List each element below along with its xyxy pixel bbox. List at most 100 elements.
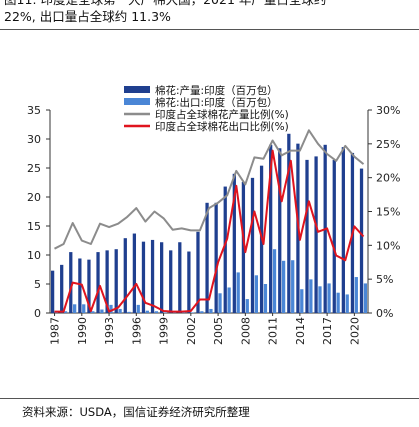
export-bar <box>163 312 168 313</box>
export-bar <box>327 283 331 313</box>
production-bar <box>87 259 91 313</box>
export-bar <box>73 304 77 313</box>
india-cotton-chart: 0 5 10 15 20 25 30 35 0% 5% 10% 15% 20% 25% 30% 1987 199… <box>27 84 400 345</box>
production-bar <box>187 251 191 313</box>
production-bar <box>178 242 182 313</box>
export-bar <box>218 293 222 313</box>
figure-caption-line-2: 22%, 出口量占全球约 11.3% <box>4 9 171 24</box>
production-bar <box>223 186 227 313</box>
x-tick-label: 1999 <box>158 317 171 345</box>
production-bar <box>141 241 146 313</box>
export-bar <box>345 294 349 313</box>
export-share-line <box>54 149 365 313</box>
legend-label: 印度占全球棉花出口比例(%) <box>155 120 289 133</box>
export-bar <box>136 304 140 313</box>
source-note: 资料来源：USDA，国信证券经济研究所整理 <box>22 405 250 419</box>
legend-label: 棉花:出口:印度（百万包） <box>155 96 278 109</box>
figure-caption-line-1: 图11: 印度是全球第一大产棉大国，2021 年产量占全球约 <box>4 0 414 8</box>
export-bar <box>291 260 295 313</box>
export-bar <box>263 284 268 313</box>
export-bar <box>227 287 231 313</box>
export-bar <box>254 275 258 313</box>
production-bar <box>241 181 246 313</box>
x-tick-label: 2017 <box>321 317 334 345</box>
legend-swatch <box>124 86 150 93</box>
production-bar <box>278 148 282 313</box>
export-bar <box>272 249 277 313</box>
y-left-tick-label: 20 <box>27 191 41 204</box>
production-bar <box>50 270 55 313</box>
export-bar <box>209 308 213 313</box>
export-bar <box>200 311 204 313</box>
y-left-tick-label: 10 <box>27 249 41 262</box>
production-bar <box>214 202 218 313</box>
export-bar <box>145 310 149 313</box>
x-tick-label: 1987 <box>49 317 62 345</box>
production-share-line <box>54 129 365 250</box>
y-left-tick-label: 35 <box>27 104 41 117</box>
export-bar <box>318 286 322 313</box>
y-left-tick-label: 25 <box>27 162 41 175</box>
export-bar <box>91 311 95 313</box>
export-bar <box>281 260 286 313</box>
production-bar <box>250 177 255 313</box>
export-bar <box>154 311 159 313</box>
x-tick-label: 2005 <box>212 317 225 345</box>
production-bar <box>96 252 100 313</box>
production-bar <box>305 159 309 313</box>
x-tick-label: 2002 <box>185 317 198 345</box>
y-right-tick-label: 30% <box>376 104 400 117</box>
y-right-tick-label: 15% <box>376 206 400 219</box>
export-bar <box>82 304 86 313</box>
production-bar <box>105 250 109 313</box>
legend-swatch <box>124 98 150 105</box>
export-bar <box>100 309 104 313</box>
production-bar <box>160 242 164 313</box>
y-right-tick-label: 20% <box>376 172 400 185</box>
production-bar <box>60 264 64 313</box>
export-bar <box>63 311 68 313</box>
production-bar <box>132 233 137 313</box>
production-bar <box>114 249 118 313</box>
export-bar <box>245 299 249 313</box>
production-bar <box>232 173 236 313</box>
legend-label: 棉花:产量:印度（百万包） <box>155 84 278 97</box>
legend-label: 印度占全球棉花产量比例(%) <box>155 108 289 121</box>
production-bar <box>69 252 73 313</box>
x-tick-label: 2008 <box>239 317 252 345</box>
x-tick-label: 1996 <box>130 317 143 345</box>
export-bar <box>118 308 122 313</box>
production-bar <box>359 168 364 313</box>
export-bar <box>236 272 240 313</box>
source-divider <box>0 398 419 399</box>
production-bar <box>169 250 173 313</box>
production-bar <box>150 239 155 313</box>
export-bar <box>300 289 304 313</box>
export-bar <box>109 304 113 313</box>
export-bar <box>363 283 368 313</box>
production-bar <box>287 133 291 313</box>
y-left-tick-label: 0 <box>34 307 41 320</box>
export-bar <box>127 311 131 313</box>
production-bar <box>332 159 336 313</box>
x-tick-label: 2020 <box>348 317 361 345</box>
production-bar <box>314 156 318 313</box>
export-bar <box>191 312 195 313</box>
y-right-tick-label: 5% <box>376 273 393 286</box>
y-left-tick-label: 5 <box>34 278 41 291</box>
export-bar <box>182 312 186 313</box>
y-left-tick-label: 30 <box>27 133 41 146</box>
y-right-tick-label: 10% <box>376 239 400 252</box>
x-tick-label: 1990 <box>76 317 89 345</box>
export-bar <box>354 277 358 313</box>
x-tick-label: 2011 <box>267 317 280 345</box>
y-right-tick-label: 25% <box>376 138 400 151</box>
production-bar <box>269 144 273 313</box>
export-bar <box>309 279 313 313</box>
production-bar <box>205 202 209 313</box>
export-bar <box>172 312 177 313</box>
export-bar <box>336 292 340 313</box>
production-bar <box>196 231 200 313</box>
x-tick-label: 2014 <box>294 317 307 345</box>
caption-divider <box>0 29 419 30</box>
